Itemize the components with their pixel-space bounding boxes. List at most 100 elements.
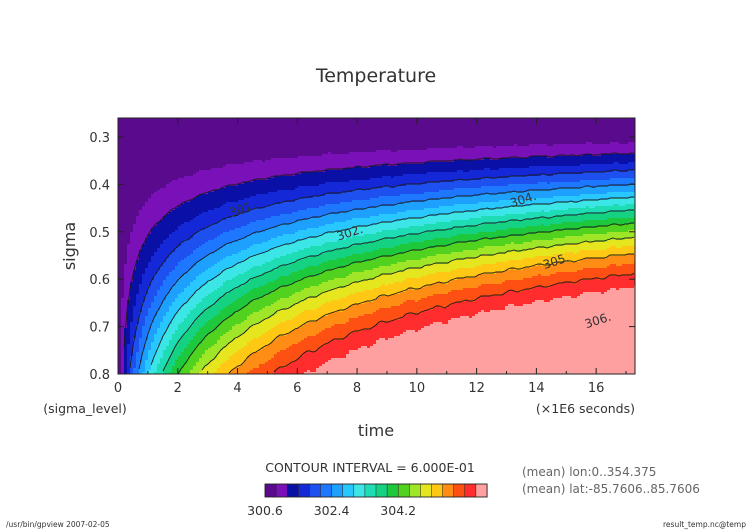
field-cell — [592, 164, 596, 173]
field-cell — [622, 206, 626, 213]
field-cell — [166, 362, 170, 374]
field-cell — [571, 166, 575, 175]
field-cell — [346, 182, 350, 193]
field-cell — [385, 164, 389, 177]
field-cell — [631, 288, 635, 374]
field-cell — [514, 214, 518, 221]
field-cell — [361, 200, 365, 211]
field-cell — [280, 202, 284, 215]
field-cell — [517, 184, 521, 193]
field-cell — [469, 204, 473, 213]
field-cell — [355, 254, 359, 263]
field-cell — [286, 348, 290, 367]
field-cell — [415, 234, 419, 243]
field-cell — [244, 198, 248, 213]
field-cell — [304, 172, 308, 187]
field-cell — [181, 276, 185, 293]
field-cell — [166, 238, 170, 259]
field-cell — [349, 180, 353, 193]
field-cell — [400, 164, 404, 177]
field-cell — [121, 118, 125, 299]
field-cell — [355, 210, 359, 219]
field-cell — [340, 248, 344, 259]
field-cell — [415, 150, 419, 165]
field-cell — [226, 232, 230, 245]
field-cell — [418, 300, 422, 315]
field-cell — [334, 288, 338, 301]
field-cell — [406, 118, 410, 151]
field-cell — [301, 250, 305, 261]
field-cell — [586, 186, 590, 195]
field-cell — [385, 206, 389, 215]
field-cell — [595, 164, 599, 173]
field-cell — [259, 254, 263, 267]
field-cell — [616, 276, 620, 291]
field-cell — [409, 174, 413, 185]
field-cell — [619, 164, 623, 173]
field-cell — [628, 288, 632, 374]
field-cell — [448, 230, 452, 239]
field-cell — [334, 204, 338, 215]
field-cell — [505, 158, 509, 169]
y-tick-label: 0.4 — [89, 178, 110, 193]
field-cell — [589, 164, 593, 173]
field-cell — [382, 206, 386, 215]
field-cell — [274, 216, 278, 229]
field-cell — [394, 230, 398, 239]
field-cell — [238, 350, 242, 367]
field-cell — [217, 288, 221, 301]
field-cell — [385, 214, 389, 223]
field-cell — [613, 186, 617, 193]
field-cell — [424, 174, 428, 185]
field-cell — [157, 222, 161, 249]
field-cell — [319, 236, 323, 247]
field-cell — [271, 118, 275, 159]
field-cell — [193, 198, 197, 219]
field-cell — [193, 280, 197, 295]
field-cell — [331, 358, 335, 374]
field-cell — [625, 204, 629, 213]
field-cell — [244, 226, 248, 239]
field-cell — [505, 230, 509, 237]
field-cell — [592, 258, 596, 269]
field-cell — [367, 260, 371, 271]
field-cell — [409, 260, 413, 269]
field-cell — [346, 154, 350, 169]
field-cell — [607, 240, 611, 249]
field-cell — [130, 356, 134, 374]
field-cell — [265, 230, 269, 243]
field-cell — [268, 250, 272, 263]
field-cell — [271, 178, 275, 193]
field-cell — [520, 270, 524, 281]
field-cell — [517, 260, 521, 271]
field-cell — [235, 264, 239, 277]
field-cell — [268, 344, 272, 361]
field-cell — [544, 190, 548, 199]
field-cell — [355, 180, 359, 191]
field-cell — [259, 232, 263, 245]
field-cell — [325, 252, 329, 263]
field-cell — [460, 180, 464, 189]
field-cell — [394, 294, 398, 307]
field-cell — [214, 330, 218, 345]
field-cell — [427, 172, 431, 183]
field-cell — [625, 246, 629, 255]
field-cell — [463, 118, 467, 149]
field-cell — [616, 290, 620, 374]
field-cell — [166, 328, 170, 347]
field-cell — [577, 202, 581, 209]
field-cell — [439, 222, 443, 231]
field-cell — [535, 300, 539, 374]
field-cell — [430, 240, 434, 249]
field-cell — [358, 292, 362, 305]
field-cell — [544, 118, 548, 145]
field-cell — [541, 174, 545, 183]
field-cell — [577, 188, 581, 197]
field-cell — [442, 198, 446, 207]
field-cell — [625, 238, 629, 247]
field-cell — [376, 324, 380, 341]
field-cell — [313, 286, 317, 299]
field-cell — [544, 204, 548, 213]
field-cell — [523, 158, 527, 169]
field-cell — [187, 330, 191, 345]
